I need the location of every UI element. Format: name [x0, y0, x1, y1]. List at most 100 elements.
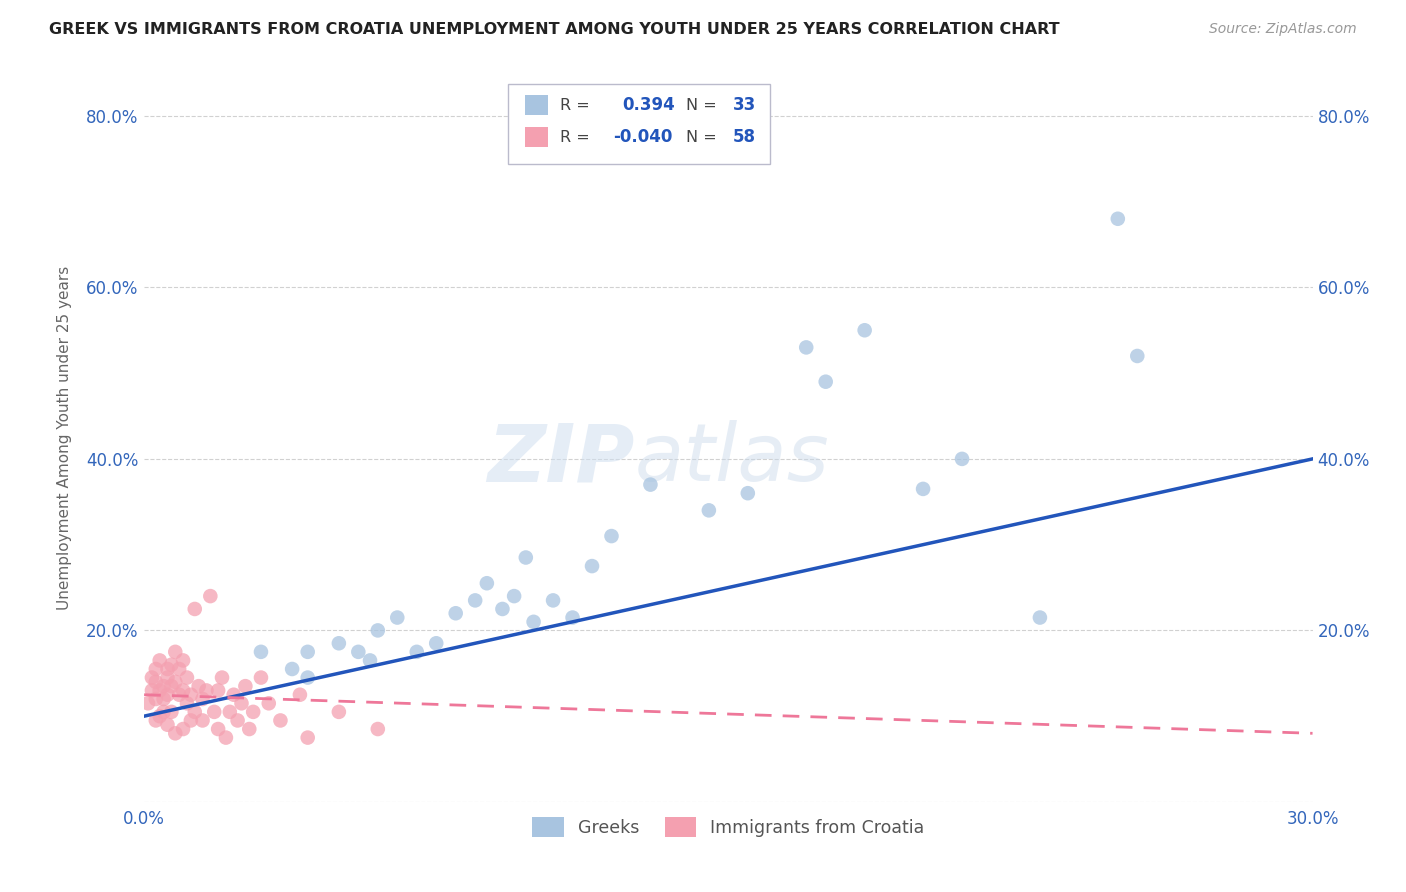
Point	[160, 705, 183, 719]
Point	[853, 323, 876, 337]
Text: 33: 33	[733, 96, 756, 114]
Point	[187, 679, 209, 693]
Point	[172, 653, 194, 667]
Point	[250, 671, 273, 685]
Legend: Greeks, Immigrants from Croatia: Greeks, Immigrants from Croatia	[526, 810, 931, 844]
Point	[405, 645, 427, 659]
Text: -0.040: -0.040	[613, 128, 672, 146]
Point	[160, 657, 183, 672]
Point	[165, 674, 187, 689]
Point	[156, 671, 179, 685]
Text: 0.394: 0.394	[621, 96, 675, 114]
Point	[136, 696, 159, 710]
Point	[145, 714, 167, 728]
Y-axis label: Unemployment Among Youth under 25 years: Unemployment Among Youth under 25 years	[58, 265, 72, 609]
Point	[149, 653, 172, 667]
Point	[141, 683, 163, 698]
Point	[145, 662, 167, 676]
Point	[425, 636, 447, 650]
Point	[950, 451, 973, 466]
Point	[697, 503, 720, 517]
Point	[172, 722, 194, 736]
Point	[195, 683, 218, 698]
Point	[328, 705, 350, 719]
Point	[207, 722, 229, 736]
Point	[367, 624, 389, 638]
Point	[464, 593, 486, 607]
Point	[235, 679, 257, 693]
Point	[141, 671, 163, 685]
Point	[297, 645, 319, 659]
Point	[152, 705, 174, 719]
Text: R =: R =	[560, 97, 600, 112]
Point	[1029, 610, 1052, 624]
Point	[176, 671, 198, 685]
Point	[200, 589, 222, 603]
Point	[814, 375, 837, 389]
Point	[347, 645, 370, 659]
Point	[218, 705, 240, 719]
Point	[600, 529, 623, 543]
Point	[581, 559, 603, 574]
Point	[165, 645, 187, 659]
Point	[328, 636, 350, 650]
Point	[737, 486, 759, 500]
Point	[176, 696, 198, 710]
Point	[156, 688, 179, 702]
Point	[167, 688, 190, 702]
Point	[561, 610, 583, 624]
Point	[541, 593, 564, 607]
Point	[184, 705, 207, 719]
Point	[145, 674, 167, 689]
Point	[191, 714, 214, 728]
Text: 58: 58	[733, 128, 756, 146]
Text: GREEK VS IMMIGRANTS FROM CROATIA UNEMPLOYMENT AMONG YOUTH UNDER 25 YEARS CORRELA: GREEK VS IMMIGRANTS FROM CROATIA UNEMPLO…	[49, 22, 1060, 37]
Text: N =: N =	[686, 97, 723, 112]
Point	[257, 696, 280, 710]
Point	[149, 683, 172, 698]
Point	[202, 705, 225, 719]
Point	[156, 717, 179, 731]
Text: ZIP: ZIP	[488, 420, 636, 499]
Point	[250, 645, 273, 659]
Point	[222, 688, 245, 702]
Point	[475, 576, 498, 591]
Point	[1107, 211, 1129, 226]
Point	[387, 610, 409, 624]
Point	[297, 671, 319, 685]
Point	[172, 683, 194, 698]
Text: R =: R =	[560, 129, 595, 145]
Point	[515, 550, 537, 565]
Point	[640, 477, 662, 491]
Point	[912, 482, 935, 496]
Point	[269, 714, 291, 728]
Point	[444, 607, 467, 621]
FancyBboxPatch shape	[524, 95, 548, 115]
Point	[503, 589, 526, 603]
Text: atlas: atlas	[636, 420, 830, 499]
Point	[238, 722, 260, 736]
Point	[145, 692, 167, 706]
Point	[523, 615, 546, 629]
Point	[180, 714, 202, 728]
FancyBboxPatch shape	[524, 127, 548, 147]
Point	[794, 340, 817, 354]
Point	[211, 671, 233, 685]
Point	[359, 653, 381, 667]
Point	[215, 731, 238, 745]
Point	[156, 662, 179, 676]
Point	[281, 662, 304, 676]
Point	[207, 683, 229, 698]
FancyBboxPatch shape	[508, 84, 770, 164]
Point	[184, 602, 207, 616]
Point	[167, 662, 190, 676]
Point	[149, 709, 172, 723]
Point	[297, 731, 319, 745]
Point	[491, 602, 513, 616]
Point	[165, 726, 187, 740]
Point	[180, 688, 202, 702]
Point	[367, 722, 389, 736]
Point	[160, 679, 183, 693]
Text: N =: N =	[686, 129, 723, 145]
Point	[152, 679, 174, 693]
